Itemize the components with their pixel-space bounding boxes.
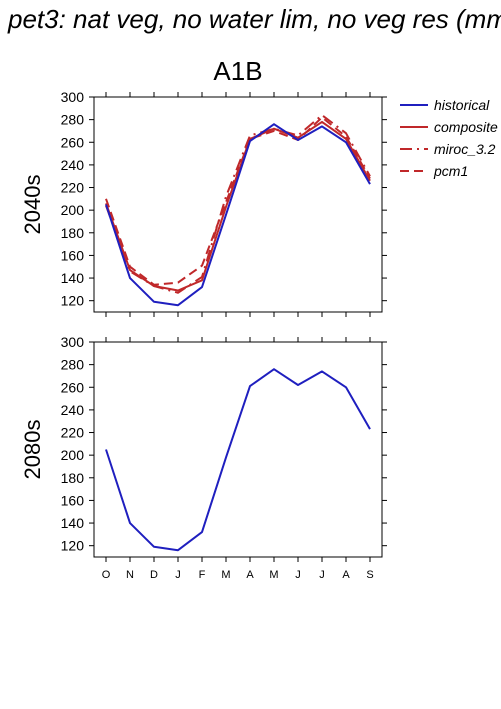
y-tick-label: 220: [61, 425, 85, 441]
series-line-composite: [105, 120, 371, 292]
x-tick-label: O: [102, 569, 111, 581]
series-line-pcm1: [105, 116, 371, 286]
y-tick-label: 300: [61, 89, 85, 105]
x-tick-label: M: [221, 569, 230, 581]
x-tick-label: M: [269, 569, 278, 581]
y-tick-label: 180: [61, 470, 85, 486]
x-tick-label: A: [342, 569, 350, 581]
x-tick-label: D: [150, 569, 158, 581]
y-tick-label: 280: [61, 112, 85, 128]
y-tick-label: 240: [61, 402, 85, 418]
y-tick-label: 200: [61, 202, 85, 218]
legend-label: miroc_3.2: [434, 141, 496, 157]
y-tick-label: 280: [61, 357, 85, 373]
series-line-historical: [105, 123, 371, 307]
series-line-historical: [105, 368, 371, 552]
y-tick-label: 260: [61, 134, 85, 150]
x-tick-label: J: [175, 569, 181, 581]
figure-title: pet3: nat veg, no water lim, no veg res …: [8, 4, 501, 34]
x-tick-label: F: [199, 569, 206, 581]
y-tick-label: 120: [61, 538, 85, 554]
y-axis-label: 2080s: [20, 420, 45, 480]
scenario-title: A1B: [213, 56, 262, 86]
plot-frame-2080s: [93, 341, 383, 558]
x-tick-label: J: [295, 569, 301, 581]
x-tick-label: A: [246, 569, 254, 581]
plot-frame-2040s: [93, 96, 383, 313]
y-tick-label: 160: [61, 492, 85, 508]
series-line-miroc_3.2: [105, 114, 371, 294]
legend-label: pcm1: [433, 163, 468, 179]
legend-label: historical: [434, 97, 490, 113]
y-tick-label: 140: [61, 270, 85, 286]
y-tick-label: 120: [61, 293, 85, 309]
x-tick-label: J: [319, 569, 325, 581]
x-tick-label: N: [126, 569, 134, 581]
y-tick-label: 160: [61, 247, 85, 263]
y-tick-label: 220: [61, 180, 85, 196]
y-tick-label: 240: [61, 157, 85, 173]
y-tick-label: 180: [61, 225, 85, 241]
legend-label: composite: [434, 119, 498, 135]
x-tick-label: S: [366, 569, 373, 581]
y-tick-label: 300: [61, 334, 85, 350]
y-axis-label: 2040s: [20, 175, 45, 235]
y-tick-label: 260: [61, 379, 85, 395]
y-tick-label: 140: [61, 515, 85, 531]
y-tick-label: 200: [61, 447, 85, 463]
